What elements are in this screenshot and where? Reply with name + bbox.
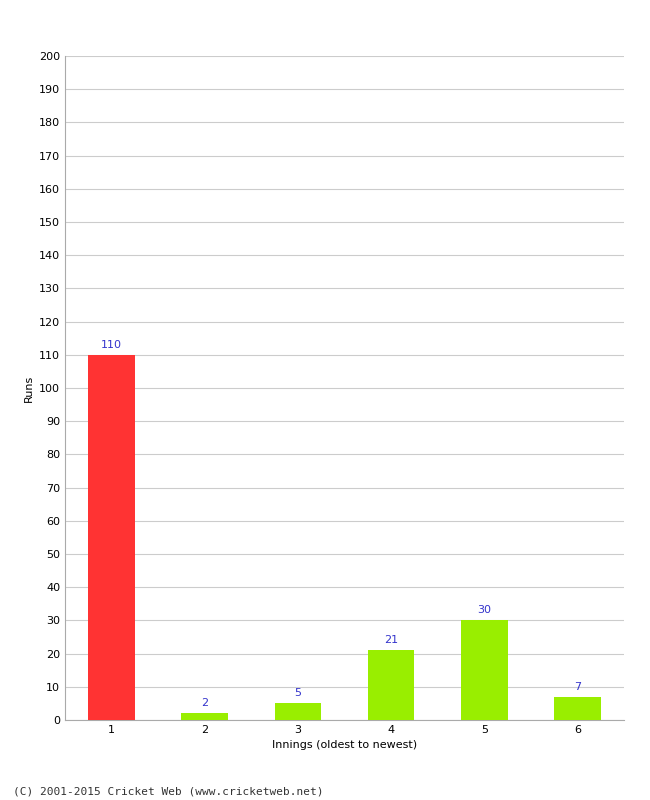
Bar — [274, 703, 321, 720]
Text: 110: 110 — [101, 340, 122, 350]
Text: 7: 7 — [574, 682, 581, 692]
Text: (C) 2001-2015 Cricket Web (www.cricketweb.net): (C) 2001-2015 Cricket Web (www.cricketwe… — [13, 786, 324, 796]
Text: 2: 2 — [202, 698, 208, 708]
Bar — [181, 714, 228, 720]
Text: 5: 5 — [294, 689, 302, 698]
Text: 30: 30 — [477, 606, 491, 615]
Text: 21: 21 — [384, 635, 398, 646]
Bar — [88, 354, 135, 720]
Bar — [368, 650, 415, 720]
Y-axis label: Runs: Runs — [23, 374, 33, 402]
X-axis label: Innings (oldest to newest): Innings (oldest to newest) — [272, 741, 417, 750]
Bar — [461, 621, 508, 720]
Bar — [554, 697, 601, 720]
